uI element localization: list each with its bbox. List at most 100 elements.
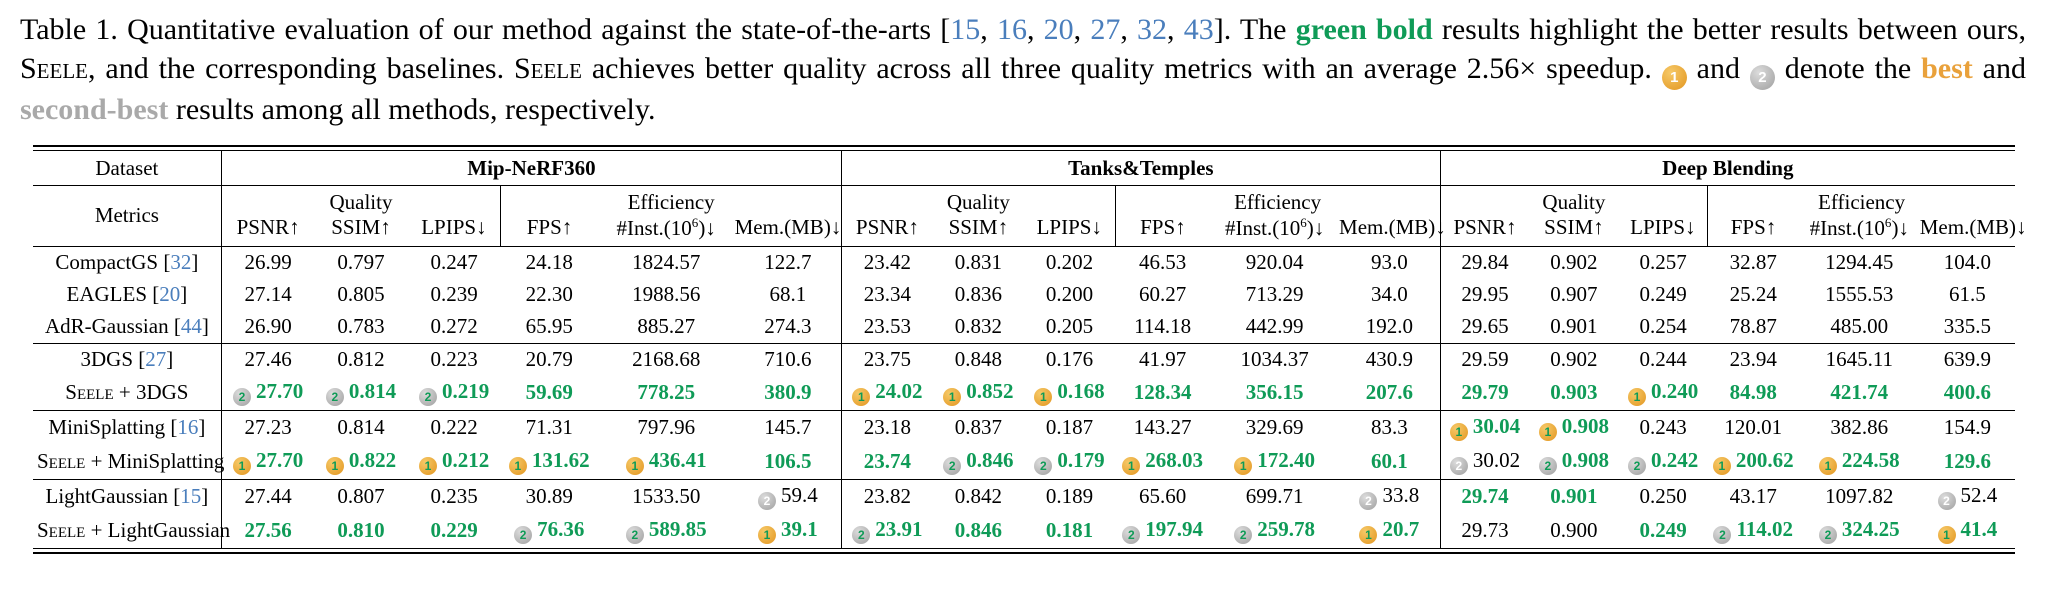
metric-value-cell: 68.1 [735,279,842,311]
metric-value: 143.27 [1133,415,1192,439]
metric-value-cell: 2 76.36 [501,514,598,549]
metric-value-cell: 0.783 [314,311,407,344]
metric-value-cell: 25.24 [1708,279,1799,311]
second-best-badge-icon: 2 [1749,65,1775,90]
metric-value-cell: 106.5 [735,445,842,480]
metric-value-cell: 2 0.179 [1024,445,1115,480]
metric-value-cell: 1 0.240 [1619,376,1708,411]
metric-value-cell: 0.247 [408,246,501,279]
metric-value-cell: 710.6 [734,342,842,376]
metric-value-cell: 22.30 [501,279,598,311]
metric-value: 29.79 [1461,380,1509,404]
second-best-badge-icon: 2 [1234,526,1253,544]
metric-value: 32.87 [1729,250,1777,274]
metric-value-cell: 2 52.4 [1919,478,2015,514]
metric-value-cell: 0.249 [1619,514,1708,549]
metric-value: 400.6 [1943,380,1991,404]
metric-value-cell: 380.9 [735,376,842,411]
metric-col-header: FPS↑ [1114,214,1211,247]
metric-value-cell: 41.97 [1115,342,1211,376]
metric-value-cell: 83.3 [1339,409,1441,445]
citation-link[interactable]: 44 [180,314,202,338]
metric-value-cell: 0.272 [408,311,501,344]
metric-value-cell: 24.18 [501,246,598,279]
metric-value: 1645.11 [1825,347,1894,371]
metric-value-cell: 61.5 [1920,279,2015,311]
metric-value: 0.247 [430,250,478,274]
metric-value-cell: 421.74 [1799,376,1920,411]
metric-value-cell: 46.53 [1115,246,1210,279]
metric-value-cell: 129.6 [1920,445,2015,480]
best-badge-icon: 1 [1937,526,1956,544]
metric-value: 0.240 [1650,379,1699,403]
citation-link[interactable]: 16 [996,13,1027,46]
second-best-badge-icon: 2 [419,388,437,406]
second-best-badge-icon: 2 [943,457,962,475]
metric-value-cell: 400.6 [1920,376,2015,411]
citation-link[interactable]: 27 [1090,13,1121,46]
metric-value: 1533.50 [632,484,701,508]
citation-link[interactable]: 27 [145,347,167,371]
metric-value: 0.249 [1639,518,1687,542]
metric-value: 197.94 [1145,517,1204,541]
metric-value-cell: 2 30.02 [1439,444,1530,479]
metric-value: 0.805 [337,282,385,306]
metric-value: 0.243 [1639,415,1687,439]
metric-value-cell: 104.0 [1920,246,2015,279]
metric-name-header-row: PSNR↑ SSIM↑ LPIPS↓ FPS↑ #Inst.(106)↓ Mem.(MB)… [33,214,2027,247]
metric-value: 0.254 [1639,314,1687,338]
citation-link[interactable]: 32 [1137,13,1168,46]
second-best-badge-icon: 2 [1034,457,1053,475]
best-badge-icon: 1 [1538,423,1557,441]
metric-value: 154.9 [1943,415,1991,439]
metric-value-cell: 1 0.212 [408,445,501,480]
best-badge-icon: 1 [508,457,527,475]
metric-value-cell: 43.17 [1707,478,1799,514]
metric-value: 29.84 [1461,250,1509,274]
metric-value: 0.257 [1639,250,1687,274]
citation-link[interactable]: 20 [159,282,181,306]
citation-link[interactable]: 20 [1043,13,1074,46]
metric-value: 589.85 [648,517,707,541]
metric-value: 0.902 [1550,250,1598,274]
metric-value: 23.42 [863,250,912,274]
second-best-badge-icon: 2 [1122,526,1141,544]
metric-value: 29.95 [1461,282,1509,306]
metric-value: 0.797 [337,250,385,274]
second-best-badge-icon: 2 [514,526,533,544]
citation-link[interactable]: 32 [170,250,192,274]
best-badge-icon: 1 [1712,457,1731,475]
caption-text: ]. The [1213,13,1296,46]
dataset-header-mip-nerf360: Mip-NeRF360 [220,150,842,186]
metric-value-cell: 2 27.70 [220,375,315,410]
metric-value-cell: 93.0 [1339,246,1440,279]
metric-value: 26.99 [244,250,292,274]
metric-value: 0.900 [1550,518,1598,542]
metric-value-cell: 2 0.242 [1619,445,1708,480]
efficiency-group-header: Efficiency [1114,185,1441,215]
method-row: Seele + LightGaussian 27.56 0.810 0.229 2 76.… [33,513,2015,549]
metric-col-header: LPIPS↓ [1618,214,1708,247]
metric-value: 713.29 [1245,282,1304,306]
metric-value-cell: 192.0 [1339,311,1440,344]
metric-value-cell: 0.903 [1529,376,1618,411]
metric-value-cell: 23.75 [841,342,933,376]
metric-value-cell: 30.89 [500,478,598,514]
metric-value-cell: 1988.56 [598,279,735,311]
citation-link[interactable]: 15 [950,13,981,46]
metric-value-cell: 1 24.02 [841,375,933,410]
metric-value: 1824.57 [632,250,701,274]
citation-link[interactable]: 16 [177,415,199,439]
metric-value: 43.17 [1729,484,1777,508]
method-label: LightGaussian [15] [33,478,222,514]
citation-link[interactable]: 15 [180,484,202,508]
metric-value-cell: 2 114.02 [1708,514,1799,549]
metrics-corner-label: Metrics [33,185,222,247]
metric-value-cell: 0.842 [932,478,1024,514]
best-badge-icon: 1 [232,457,251,475]
metric-value: 0.223 [430,347,478,371]
metric-value: 84.98 [1729,380,1777,404]
metric-value-cell: 2 197.94 [1115,514,1210,549]
metric-value-cell: 0.846 [933,514,1024,549]
citation-link[interactable]: 43 [1183,13,1214,46]
